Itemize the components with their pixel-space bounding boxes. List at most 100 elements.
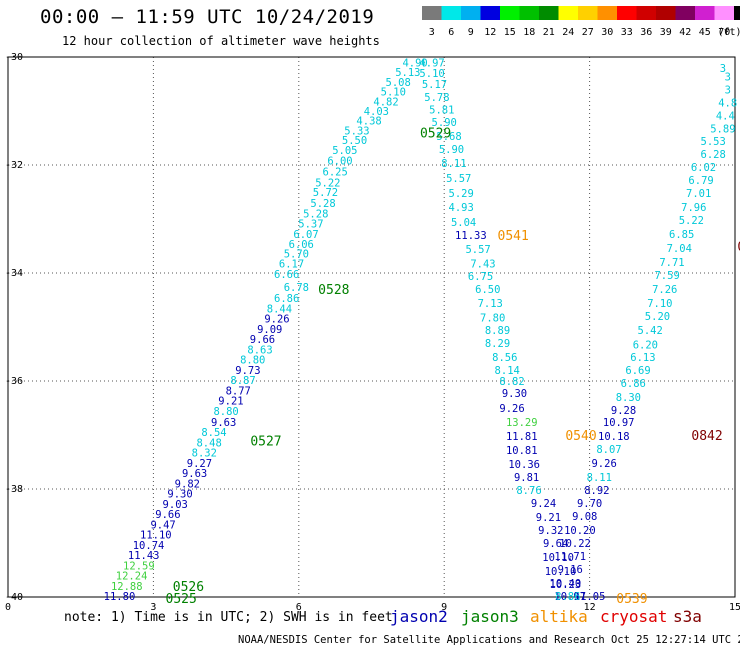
wave-height-label: 4.97 xyxy=(419,57,444,69)
wave-height-label: 5.04 xyxy=(451,217,476,229)
wave-height-label: 9.66 xyxy=(250,334,275,346)
wave-height-label: 5.05 xyxy=(332,145,357,157)
wave-height-label: 9.32 xyxy=(538,525,563,537)
wave-height-label: 6.79 xyxy=(688,175,713,187)
pass-time-label: 0529 xyxy=(420,127,451,142)
wave-height-label: 10.10 xyxy=(542,552,574,564)
wave-height-label: 5.22 xyxy=(679,215,704,227)
wave-height-label: 5.10 xyxy=(381,87,406,99)
x-tick-label: 6 xyxy=(296,602,302,613)
wave-height-label: 9.63 xyxy=(211,417,236,429)
page-title: 00:00 – 11:59 UTC 10/24/2019 xyxy=(40,6,375,28)
x-tick-label: 15 xyxy=(729,602,740,613)
legend-swatch xyxy=(539,6,559,20)
wave-height-label: 5.72 xyxy=(313,187,338,199)
wave-height-label: 6.50 xyxy=(475,284,500,296)
wave-height-label: 7.96 xyxy=(681,202,706,214)
wave-height-label: 5.81 xyxy=(429,104,454,116)
x-tick-label: 3 xyxy=(150,602,156,613)
pass-time-label: 0528 xyxy=(318,283,349,298)
wave-height-label: 9.81 xyxy=(514,472,539,484)
footer-credit: NOAA/NESDIS Center for Satellite Applica… xyxy=(238,634,740,646)
wave-height-label: 8.77 xyxy=(226,386,251,398)
legend-label: 42 xyxy=(679,27,691,38)
wave-height-label: 10.40 xyxy=(550,578,582,590)
wave-height-label: 9.26 xyxy=(499,403,524,415)
wave-height-label: 7.43 xyxy=(470,258,495,270)
legend-unit: (ft) xyxy=(718,27,740,38)
legend-label: 70 xyxy=(718,27,730,38)
wave-height-label: 10.22 xyxy=(559,538,591,550)
legend-swatch xyxy=(617,6,637,20)
wave-height-label: 3 xyxy=(725,71,731,83)
wave-height-label: 7.80 xyxy=(480,312,505,324)
wave-height-label: 10.81 xyxy=(506,445,538,457)
wave-height-label: 11.33 xyxy=(455,230,487,242)
legend-altika: altika xyxy=(530,607,588,626)
wave-height-label: 5.22 xyxy=(315,177,340,189)
wave-height-label: 8.54 xyxy=(201,427,226,439)
wave-height-label: 9.30 xyxy=(167,488,192,500)
wave-height-label: 7.71 xyxy=(659,257,684,269)
wave-height-label: 8.14 xyxy=(495,365,520,377)
legend-swatch xyxy=(734,6,740,20)
wave-height-label: 8.87 xyxy=(230,375,255,387)
wave-height-label: 5.29 xyxy=(449,188,474,200)
wave-height-label: 9.82 xyxy=(175,479,200,491)
x-tick-label: 9 xyxy=(441,602,447,613)
legend-label: 12 xyxy=(484,27,496,38)
wave-height-label: 11.81 xyxy=(506,431,538,443)
wave-height-label: 6.13 xyxy=(630,352,655,364)
wave-height-label: 9.47 xyxy=(150,520,175,532)
legend-swatch xyxy=(695,6,715,20)
legend-swatch xyxy=(714,6,734,20)
color-legend: 3 6 9 12 15 18 21 24 27 30 33 36 39 42 45 70(ft) xyxy=(422,6,740,38)
wave-height-label: 10.20 xyxy=(564,525,596,537)
wave-height-label: 4.93 xyxy=(449,202,474,214)
legend-swatch xyxy=(500,6,520,20)
legend-label: 45 xyxy=(699,27,711,38)
wave-height-label: 8.80 xyxy=(213,406,238,418)
wave-height-label: 10.10 xyxy=(545,566,577,578)
wave-height-label: 4.38 xyxy=(356,116,381,128)
wave-height-label: 7.13 xyxy=(478,298,503,310)
legend-jason3: jason3 xyxy=(461,607,519,626)
legend-swatch xyxy=(441,6,461,20)
pass-time-label: 0541 xyxy=(498,229,529,244)
wave-height-label: 10.97 xyxy=(554,591,586,603)
wave-height-label: 5.50 xyxy=(342,135,367,147)
wave-height-label: 10.36 xyxy=(508,459,540,471)
wave-height-label: 11.05 xyxy=(574,591,606,603)
y-tick-label: -38 xyxy=(5,484,23,495)
page-subtitle: 12 hour collection of altimeter wave hei… xyxy=(62,34,380,48)
wave-height-label: 8.48 xyxy=(196,438,221,450)
wave-height-label: 6.00 xyxy=(327,156,352,168)
wave-height-label: 8.89 xyxy=(485,325,510,337)
wave-height-label: 6.69 xyxy=(625,365,650,377)
x-tick-label: 12 xyxy=(584,602,596,613)
wave-height-label: 6.66 xyxy=(274,269,299,281)
wave-height-map: 0 3 6 9 12 15-30-32-34-36-38-404.904.975.135.… xyxy=(5,52,740,613)
y-tick-label: -36 xyxy=(5,376,23,387)
wave-height-label: 5.57 xyxy=(465,244,490,256)
legend-swatch xyxy=(675,6,695,20)
wave-height-label: 6.28 xyxy=(701,149,726,161)
wave-height-label: 5.78 xyxy=(424,92,449,104)
legend-swatch xyxy=(656,6,676,20)
wave-height-label: 11.71 xyxy=(554,551,586,563)
wave-height-label: 7.04 xyxy=(667,243,692,255)
wave-height-label: 3 xyxy=(720,63,726,75)
wave-height-label: 9.09 xyxy=(257,324,282,336)
wave-height-label: 11.10 xyxy=(140,529,172,541)
wave-height-label: 5.57 xyxy=(446,173,471,185)
legend-label: 36 xyxy=(640,27,652,38)
pass-time-label: 0539 xyxy=(616,592,647,607)
legend-label: 21 xyxy=(543,27,555,38)
map-frame xyxy=(7,56,736,598)
wave-height-label: 10.23 xyxy=(550,579,582,591)
wave-height-label: 5.08 xyxy=(386,77,411,89)
wave-height-label: 3 xyxy=(725,84,731,96)
legend-label: 33 xyxy=(621,27,633,38)
legend-swatch xyxy=(636,6,656,20)
